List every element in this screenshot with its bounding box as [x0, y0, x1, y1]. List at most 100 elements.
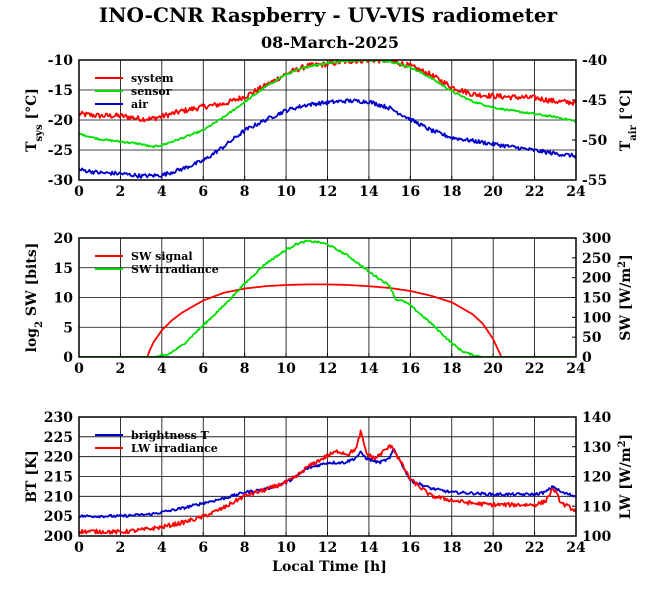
- x-tick-label: 20: [483, 184, 503, 200]
- x-tick-label: 12: [318, 361, 337, 377]
- legend-label: brightness T: [131, 429, 210, 442]
- left-axis-label: Tsys [°C]: [24, 88, 45, 152]
- series-line-brightness-t: [79, 448, 576, 519]
- left-y-tick-label: 10: [54, 291, 74, 307]
- x-tick-label: 18: [442, 540, 461, 556]
- x-tick-label: 16: [401, 184, 420, 200]
- x-tick-label: 24: [566, 540, 586, 556]
- left-y-tick-label: 215: [44, 470, 73, 486]
- chart-panels: 0 2 4 6 8 10 12 14 16 18 20 22 24-30-25-20-15-10-55-…: [24, 53, 639, 575]
- series-group: [79, 429, 576, 535]
- x-tick-label: 20: [483, 361, 503, 377]
- right-y-tick-label: -40: [582, 53, 608, 69]
- left-y-tick-label: 5: [63, 320, 73, 336]
- x-tick-label: 12: [318, 184, 337, 200]
- x-tick-label: 10: [276, 184, 296, 200]
- x-tick-label: 0: [74, 361, 84, 377]
- left-axis-label: BT [K]: [24, 450, 40, 503]
- left-y-tick-label: -30: [48, 173, 74, 189]
- right-y-tick-label: 110: [582, 499, 611, 515]
- series-line-sw-irradiance: [79, 239, 576, 357]
- left-y-tick-label: -15: [48, 83, 73, 99]
- x-tick-label: 14: [359, 540, 379, 556]
- left-y-tick-label: 20: [54, 231, 74, 247]
- legend-label: LW irradiance: [131, 442, 218, 455]
- x-tick-label: 22: [525, 361, 544, 377]
- left-y-tick-label: 15: [54, 261, 73, 277]
- right-y-tick-label: 130: [582, 440, 611, 456]
- x-tick-label: 8: [240, 540, 250, 556]
- x-tick-label: 4: [157, 540, 167, 556]
- left-y-tick-label: -20: [48, 113, 74, 129]
- plot-frame: [78, 416, 577, 537]
- series-line-sensor: [79, 60, 576, 149]
- x-tick-label: 6: [198, 361, 208, 377]
- left-y-tick-label: 205: [44, 509, 73, 525]
- x-tick-label: 0: [74, 184, 84, 200]
- x-tick-label: 22: [525, 184, 544, 200]
- legend-label: air: [131, 98, 148, 111]
- left-y-tick-label: 210: [44, 489, 73, 505]
- right-y-tick-label: 140: [582, 410, 611, 426]
- series-line-system: [79, 60, 576, 123]
- x-tick-label: 18: [442, 361, 461, 377]
- right-y-tick-label: -50: [582, 133, 608, 149]
- x-tick-label: 14: [359, 361, 379, 377]
- x-tick-label: 22: [525, 540, 544, 556]
- x-tick-label: 20: [483, 540, 503, 556]
- x-tick-label: 4: [157, 184, 167, 200]
- x-tick-label: 2: [116, 361, 126, 377]
- x-tick-label: 14: [359, 184, 379, 200]
- right-axis-label: LW [W/m2]: [617, 434, 635, 519]
- x-tick-label: 10: [276, 361, 296, 377]
- x-tick-label: 10: [276, 540, 296, 556]
- x-tick-label: 18: [442, 184, 461, 200]
- left-y-tick-label: 200: [44, 529, 73, 545]
- right-y-tick-label: 150: [582, 291, 611, 307]
- chart-panel-1: 0 2 4 6 8 10 12 14 16 18 20 22 24-30-25-20-15-10-55-…: [24, 53, 639, 200]
- right-y-tick-label: -45: [582, 93, 607, 109]
- left-y-tick-label: 0: [63, 350, 73, 366]
- right-axis-label: Tair [°C]: [618, 89, 639, 151]
- left-y-tick-label: 225: [44, 430, 73, 446]
- right-y-tick-label: 50: [582, 330, 602, 346]
- legend-label: SW irradiance: [131, 263, 219, 276]
- right-y-tick-label: 100: [582, 310, 611, 326]
- right-y-tick-label: 100: [582, 529, 611, 545]
- right-axis-label: SW [W/m2]: [617, 254, 635, 341]
- chart-panel-3: 0 2 4 6 8 10 12 14 16 18 20 22 242002052102152202252…: [24, 410, 634, 575]
- x-tick-label: 24: [566, 184, 586, 200]
- x-tick-label: 16: [401, 540, 420, 556]
- x-tick-label: 2: [116, 540, 126, 556]
- left-y-tick-label: -10: [48, 53, 74, 69]
- right-y-tick-label: 250: [582, 251, 611, 267]
- right-y-tick-label: 300: [582, 231, 611, 247]
- series-line-air: [79, 98, 576, 179]
- x-tick-label: 0: [74, 540, 84, 556]
- x-tick-label: 6: [198, 540, 208, 556]
- figure-subtitle: 08-March-2025: [261, 33, 399, 52]
- x-tick-label: 16: [401, 361, 420, 377]
- left-axis-label: log2 SW [bits]: [24, 243, 45, 353]
- right-y-tick-label: 200: [582, 271, 611, 287]
- plot-frame: [78, 237, 577, 358]
- legend-label: system: [131, 72, 174, 85]
- x-tick-label: 8: [240, 184, 250, 200]
- series-group: [79, 60, 576, 179]
- legend-label: SW signal: [131, 250, 193, 263]
- series-line-lw-irradiance: [79, 429, 576, 535]
- x-tick-label: 4: [157, 361, 167, 377]
- right-y-tick-label: 120: [582, 470, 611, 486]
- x-tick-label: 8: [240, 361, 250, 377]
- series-line-sw-signal: [79, 283, 576, 357]
- x-tick-label: 2: [116, 184, 126, 200]
- right-y-tick-label: 0: [582, 350, 592, 366]
- x-tick-label: 12: [318, 540, 337, 556]
- right-y-tick-label: -55: [582, 173, 607, 189]
- legend-label: sensor: [131, 85, 172, 98]
- x-tick-label: 6: [198, 184, 208, 200]
- left-y-tick-label: -25: [48, 143, 73, 159]
- chart-panel-2: 0 2 4 6 8 10 12 14 16 18 20 22 240510152005010015020…: [24, 231, 634, 377]
- figure-title: INO-CNR Raspberry - UV-VIS radiometer: [99, 3, 558, 27]
